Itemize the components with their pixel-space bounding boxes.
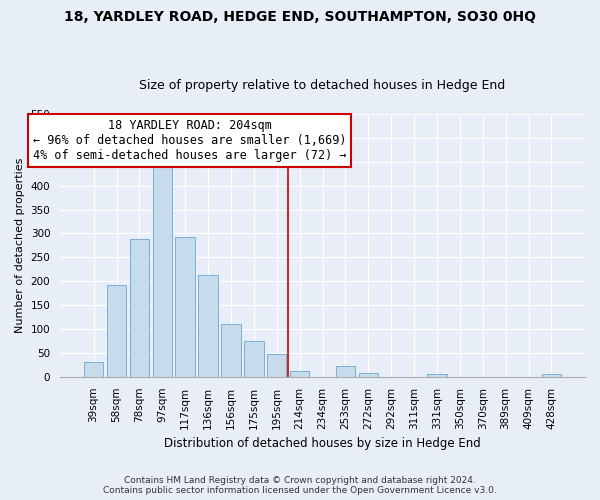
Bar [175,237,195,377]
Bar [542,374,561,377]
X-axis label: Distribution of detached houses by size in Hedge End: Distribution of detached houses by size … [164,437,481,450]
Bar [199,275,218,377]
Bar [244,341,263,377]
Bar [335,366,355,377]
Bar [290,370,310,377]
Bar [267,354,286,377]
Y-axis label: Number of detached properties: Number of detached properties [15,158,25,333]
Bar [359,373,378,377]
Bar [221,324,241,377]
Text: 18 YARDLEY ROAD: 204sqm
← 96% of detached houses are smaller (1,669)
4% of semi-: 18 YARDLEY ROAD: 204sqm ← 96% of detache… [33,119,347,162]
Bar [130,239,149,377]
Text: Contains HM Land Registry data © Crown copyright and database right 2024.
Contai: Contains HM Land Registry data © Crown c… [103,476,497,495]
Bar [427,374,446,377]
Bar [152,157,172,377]
Title: Size of property relative to detached houses in Hedge End: Size of property relative to detached ho… [139,79,506,92]
Bar [84,362,103,377]
Bar [107,285,126,377]
Text: 18, YARDLEY ROAD, HEDGE END, SOUTHAMPTON, SO30 0HQ: 18, YARDLEY ROAD, HEDGE END, SOUTHAMPTON… [64,10,536,24]
